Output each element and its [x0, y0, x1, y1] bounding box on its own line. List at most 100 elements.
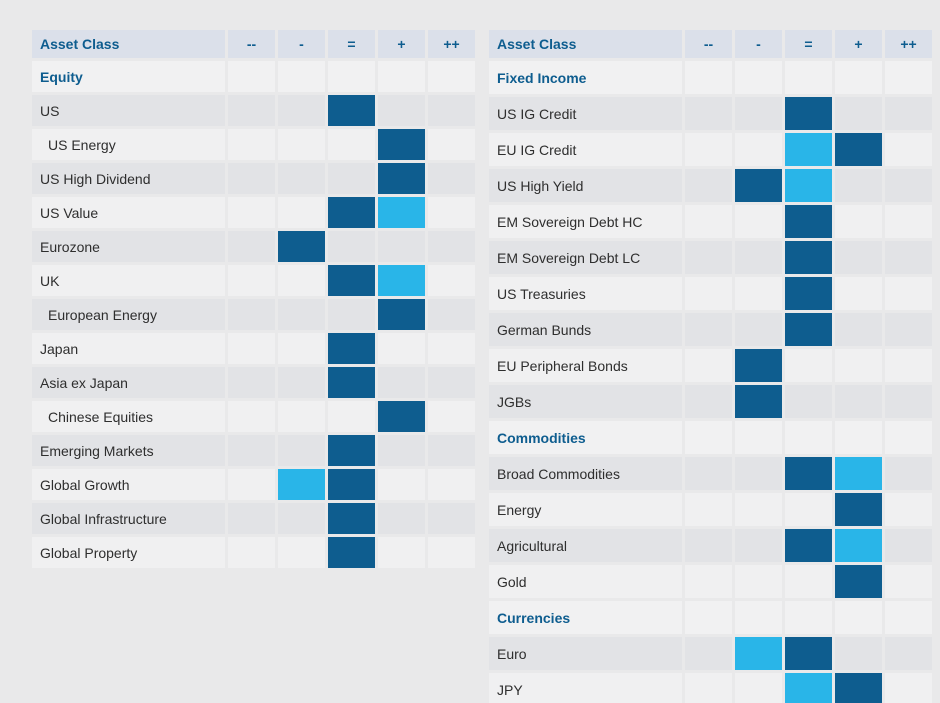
rating-cell-empty [685, 97, 732, 130]
rating-cell-empty [278, 537, 325, 568]
rating-cell-empty [835, 97, 882, 130]
rating-cell-empty [685, 277, 732, 310]
rating-mark-cyan-minus [735, 637, 782, 670]
rating-cell-empty [885, 97, 932, 130]
rating-cell-empty [378, 231, 425, 262]
rating-cell-empty [228, 435, 275, 466]
rating-cell-empty [835, 241, 882, 274]
rating-mark-cyan-plus [378, 197, 425, 228]
section-spacer-cell [228, 61, 275, 92]
rating-cell-empty [735, 457, 782, 490]
rating-mark-dark-equal [328, 367, 375, 398]
row-label-german-bunds: German Bunds [489, 313, 682, 346]
rating-cell-empty [278, 163, 325, 194]
row-label-european-energy: European Energy [32, 299, 225, 330]
rating-mark-dark-equal [328, 503, 375, 534]
rating-cell-empty [428, 401, 475, 432]
rating-cell-empty [885, 493, 932, 526]
rating-cell-empty [428, 333, 475, 364]
rating-mark-dark-plus [378, 401, 425, 432]
rating-cell-empty [735, 673, 782, 703]
row-label-eu-peripheral-bonds: EU Peripheral Bonds [489, 349, 682, 382]
rating-cell-empty [885, 349, 932, 382]
section-spacer-cell [328, 61, 375, 92]
rating-mark-dark-plus [835, 673, 882, 703]
rating-cell-empty [428, 231, 475, 262]
section-spacer-cell [428, 61, 475, 92]
column-header-double-minus: -- [685, 30, 732, 58]
rating-cell-empty [328, 163, 375, 194]
section-title-equity: Equity [32, 61, 225, 92]
column-header-minus: - [278, 30, 325, 58]
rating-cell-empty [885, 673, 932, 703]
rating-cell-empty [835, 205, 882, 238]
section-spacer-cell [735, 421, 782, 454]
rating-cell-empty [428, 197, 475, 228]
row-label-eu-ig-credit: EU IG Credit [489, 133, 682, 166]
column-header-plus: + [835, 30, 882, 58]
rating-cell-empty [378, 333, 425, 364]
row-label-emerging-markets: Emerging Markets [32, 435, 225, 466]
rating-mark-dark-equal [328, 197, 375, 228]
rating-mark-dark-minus [735, 169, 782, 202]
row-label-us-high-yield: US High Yield [489, 169, 682, 202]
row-label-energy: Energy [489, 493, 682, 526]
rating-mark-dark-equal [785, 529, 832, 562]
rating-mark-cyan-plus [835, 529, 882, 562]
rating-cell-empty [278, 197, 325, 228]
rating-cell-empty [428, 469, 475, 500]
rating-cell-empty [378, 503, 425, 534]
rating-mark-dark-minus [735, 349, 782, 382]
rating-cell-empty [378, 469, 425, 500]
section-spacer-cell [685, 61, 732, 94]
rating-cell-empty [685, 565, 732, 598]
row-label-agricultural: Agricultural [489, 529, 682, 562]
section-spacer-cell [835, 61, 882, 94]
rating-mark-dark-equal [785, 205, 832, 238]
rating-cell-empty [228, 197, 275, 228]
rating-mark-dark-equal [785, 637, 832, 670]
rating-cell-empty [428, 503, 475, 534]
column-header-double-minus: -- [228, 30, 275, 58]
section-spacer-cell [885, 421, 932, 454]
column-header-equal: = [328, 30, 375, 58]
rating-cell-empty [278, 299, 325, 330]
row-label-us-ig-credit: US IG Credit [489, 97, 682, 130]
rating-cell-empty [685, 169, 732, 202]
asset-table-left: Asset Class -- - = + ++ Equity US US Energy US Hi… [32, 30, 475, 703]
rating-cell-empty [885, 169, 932, 202]
rating-cell-empty [835, 349, 882, 382]
rating-cell-empty [228, 129, 275, 160]
rating-mark-dark-equal [328, 469, 375, 500]
rating-mark-dark-equal [328, 265, 375, 296]
rating-cell-empty [885, 133, 932, 166]
rating-cell-empty [735, 97, 782, 130]
rating-cell-empty [278, 333, 325, 364]
rating-mark-cyan-plus [835, 457, 882, 490]
rating-mark-cyan-plus [378, 265, 425, 296]
rating-cell-empty [278, 129, 325, 160]
rating-cell-empty [278, 367, 325, 398]
rating-cell-empty [785, 349, 832, 382]
row-label-chinese-equities: Chinese Equities [32, 401, 225, 432]
asset-table-right: Asset Class -- - = + ++ Fixed Income US IG Cred… [489, 30, 932, 703]
column-header-plus: + [378, 30, 425, 58]
rating-cell-empty [378, 367, 425, 398]
rating-cell-empty [785, 493, 832, 526]
rating-cell-empty [835, 313, 882, 346]
rating-cell-empty [685, 349, 732, 382]
rating-mark-dark-minus [735, 385, 782, 418]
row-label-gold: Gold [489, 565, 682, 598]
rating-cell-empty [735, 565, 782, 598]
rating-cell-empty [685, 205, 732, 238]
rating-cell-empty [228, 333, 275, 364]
column-header-minus: - [735, 30, 782, 58]
rating-cell-empty [685, 637, 732, 670]
rating-cell-empty [328, 401, 375, 432]
rating-mark-dark-equal [328, 435, 375, 466]
rating-mark-dark-equal [328, 537, 375, 568]
rating-cell-empty [228, 401, 275, 432]
rating-cell-empty [885, 637, 932, 670]
section-spacer-cell [835, 421, 882, 454]
